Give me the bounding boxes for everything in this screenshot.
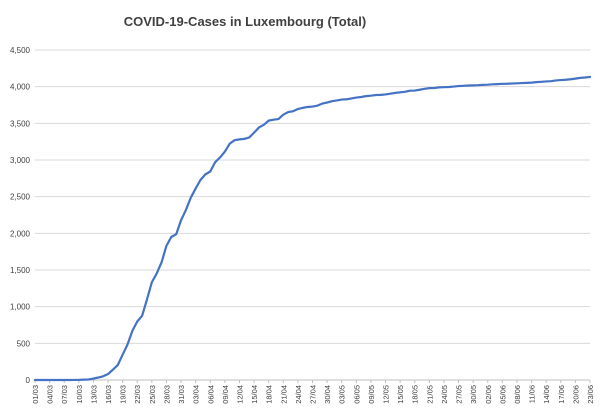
chart-title: COVID-19-Cases in Luxembourg (Total) <box>124 14 366 29</box>
x-tick-label: 25/03 <box>148 385 157 404</box>
x-tick-label: 23/06 <box>586 385 595 404</box>
x-tick-label: 11/06 <box>528 385 537 403</box>
gridlines <box>35 49 590 344</box>
y-tick-label: 3,500 <box>10 119 31 128</box>
y-tick-label: 0 <box>26 376 31 385</box>
x-tick-label: 27/04 <box>309 385 318 404</box>
y-tick-label: 4,000 <box>10 83 31 92</box>
x-tick-label: 24/04 <box>294 385 303 404</box>
x-tick-label: 09/05 <box>367 385 376 404</box>
x-tick-label: 22/03 <box>133 385 142 404</box>
x-tick-label: 06/05 <box>352 385 361 404</box>
x-axis-ticks: 01/03 04/03 07/03 10/03 13/03 16/03 19/03 22/03… <box>31 380 595 404</box>
x-tick-label: 30/05 <box>469 385 478 404</box>
x-tick-label: 01/03 <box>31 385 40 404</box>
x-tick-label: 12/04 <box>235 385 244 404</box>
y-tick-label: 1,000 <box>10 303 31 312</box>
x-tick-label: 04/03 <box>46 385 55 404</box>
y-tick-label: 500 <box>17 339 31 348</box>
x-tick-label: 18/04 <box>265 385 274 404</box>
x-tick-label: 14/06 <box>542 385 551 404</box>
x-tick-label: 21/05 <box>425 385 434 404</box>
x-tick-label: 30/04 <box>323 385 332 404</box>
x-tick-label: 21/04 <box>279 385 288 404</box>
y-tick-label: 4,500 <box>10 46 31 55</box>
x-tick-label: 10/03 <box>75 385 84 404</box>
x-tick-label: 03/05 <box>338 385 347 404</box>
y-tick-label: 2,500 <box>10 193 31 202</box>
x-tick-label: 24/05 <box>440 385 449 404</box>
x-tick-label: 15/04 <box>250 385 259 404</box>
x-tick-label: 15/05 <box>396 385 405 404</box>
x-tick-label: 09/04 <box>221 385 230 404</box>
x-tick-label: 13/03 <box>89 385 98 404</box>
y-tick-label: 1,500 <box>10 266 31 275</box>
x-tick-label: 17/06 <box>557 385 566 404</box>
x-tick-label: 12/05 <box>382 385 391 404</box>
x-tick-label: 31/03 <box>177 385 186 404</box>
x-tick-label: 03/04 <box>192 385 201 404</box>
y-tick-label: 2,000 <box>10 229 31 238</box>
y-axis-ticks: 0 500 1,000 1,500 2,000 2,500 3,000 3,500 4,000 4… <box>10 46 31 385</box>
x-tick-label: 18/05 <box>411 385 420 404</box>
x-tick-label: 07/03 <box>60 385 69 404</box>
x-tick-label: 20/06 <box>571 385 580 404</box>
x-tick-label: 08/06 <box>513 385 522 404</box>
x-tick-label: 02/06 <box>484 385 493 404</box>
x-tick-label: 28/03 <box>162 385 171 404</box>
series-line <box>33 75 592 382</box>
y-tick-label: 3,000 <box>10 156 31 165</box>
x-tick-label: 27/05 <box>455 385 464 404</box>
x-tick-label: 06/04 <box>206 385 215 404</box>
x-tick-label: 05/06 <box>498 385 507 404</box>
x-tick-label: 19/03 <box>119 385 128 404</box>
x-tick-label: 16/03 <box>104 385 113 404</box>
